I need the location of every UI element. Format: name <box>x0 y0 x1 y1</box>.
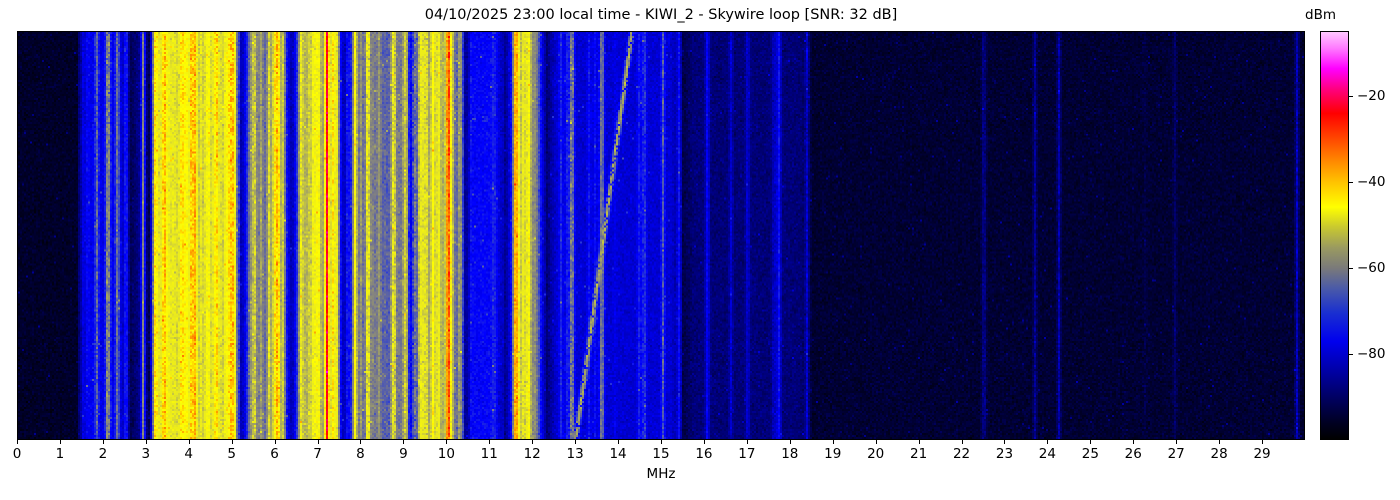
x-tick-label: 4 <box>184 446 194 462</box>
x-tick-label: 26 <box>1124 446 1142 462</box>
x-tick-label: 27 <box>1167 446 1185 462</box>
x-tick-label: 5 <box>227 446 236 462</box>
x-tick-mark <box>875 440 877 444</box>
x-tick-mark <box>618 440 620 444</box>
x-tick-label: 15 <box>652 446 670 462</box>
x-tick-mark <box>1047 440 1049 444</box>
x-tick-label: 22 <box>952 446 971 462</box>
colorbar-label: dBm <box>1305 7 1336 23</box>
colorbar[interactable] <box>1320 31 1349 440</box>
x-tick-mark <box>403 440 405 444</box>
x-tick-mark <box>1004 440 1006 444</box>
x-tick-mark <box>918 440 920 444</box>
x-tick-mark <box>274 440 276 444</box>
waterfall-plot-area[interactable] <box>17 31 1305 440</box>
x-tick-mark <box>789 440 791 444</box>
x-tick-mark <box>317 440 319 444</box>
x-tick-label: 7 <box>313 446 322 462</box>
x-tick-mark <box>832 440 834 444</box>
colorbar-tick-mark <box>1349 181 1353 183</box>
colorbar-tick-mark <box>1349 267 1353 269</box>
x-tick-label: 14 <box>609 446 627 462</box>
colorbar-tick-label: −20 <box>1357 87 1386 104</box>
x-tick-mark <box>746 440 748 444</box>
x-tick-mark <box>446 440 448 444</box>
x-tick-mark <box>102 440 104 444</box>
x-tick-mark <box>17 440 18 444</box>
x-tick-mark <box>1133 440 1135 444</box>
x-tick-label: 18 <box>781 446 799 462</box>
page-title: 04/10/2025 23:00 local time - KIWI_2 - S… <box>424 7 898 23</box>
x-tick-label: 17 <box>738 446 756 462</box>
x-tick-label: 3 <box>141 446 151 462</box>
x-tick-label: 29 <box>1253 446 1271 462</box>
x-tick-mark <box>1176 440 1178 444</box>
colorbar-tick-label: −40 <box>1357 173 1386 190</box>
colorbar-tick-label: −60 <box>1357 259 1386 276</box>
x-tick-label: 10 <box>437 446 455 462</box>
x-tick-mark <box>231 440 233 444</box>
x-tick-mark <box>145 440 147 444</box>
x-tick-label: 8 <box>356 446 365 462</box>
x-tick-mark <box>1262 440 1264 444</box>
x-tick-mark <box>59 440 61 444</box>
x-axis: 0 1 2 3 4 5 6 7 8 9 10 11 12 13 14 15 16 17 18 19 20 21 22 23 24… <box>13 440 1305 470</box>
x-tick-label: 6 <box>270 446 279 462</box>
waterfall-image <box>18 32 1304 439</box>
x-tick-label: 20 <box>867 446 885 462</box>
x-tick-label: 16 <box>695 446 713 462</box>
x-tick-label: 1 <box>55 446 65 462</box>
x-tick-label: 19 <box>824 446 842 462</box>
x-tick-label: 9 <box>399 446 408 462</box>
x-tick-label: 25 <box>1081 446 1099 462</box>
x-tick-label: 11 <box>480 446 498 462</box>
x-tick-mark <box>661 440 662 444</box>
x-tick-label: 13 <box>566 446 584 462</box>
x-tick-label: 0 <box>12 446 22 462</box>
x-tick-mark <box>1090 440 1092 444</box>
x-axis-label: MHz <box>646 466 676 482</box>
x-tick-mark <box>489 440 491 444</box>
x-tick-label: 24 <box>1038 446 1056 462</box>
x-tick-mark <box>703 440 705 444</box>
x-tick-label: 21 <box>910 446 928 462</box>
x-tick-label: 12 <box>523 446 541 462</box>
x-tick-label: 23 <box>995 446 1014 462</box>
x-tick-mark <box>188 440 190 444</box>
x-tick-mark <box>532 440 534 444</box>
x-tick-label: 2 <box>98 446 108 462</box>
x-tick-mark <box>360 440 362 444</box>
x-tick-mark <box>961 440 963 444</box>
x-tick-mark <box>575 440 577 444</box>
x-tick-label: 28 <box>1210 446 1228 462</box>
colorbar-tick-label: −80 <box>1357 345 1386 362</box>
colorbar-tick-mark <box>1349 353 1353 355</box>
colorbar-tick-mark <box>1349 95 1353 97</box>
x-tick-mark <box>1219 440 1221 444</box>
